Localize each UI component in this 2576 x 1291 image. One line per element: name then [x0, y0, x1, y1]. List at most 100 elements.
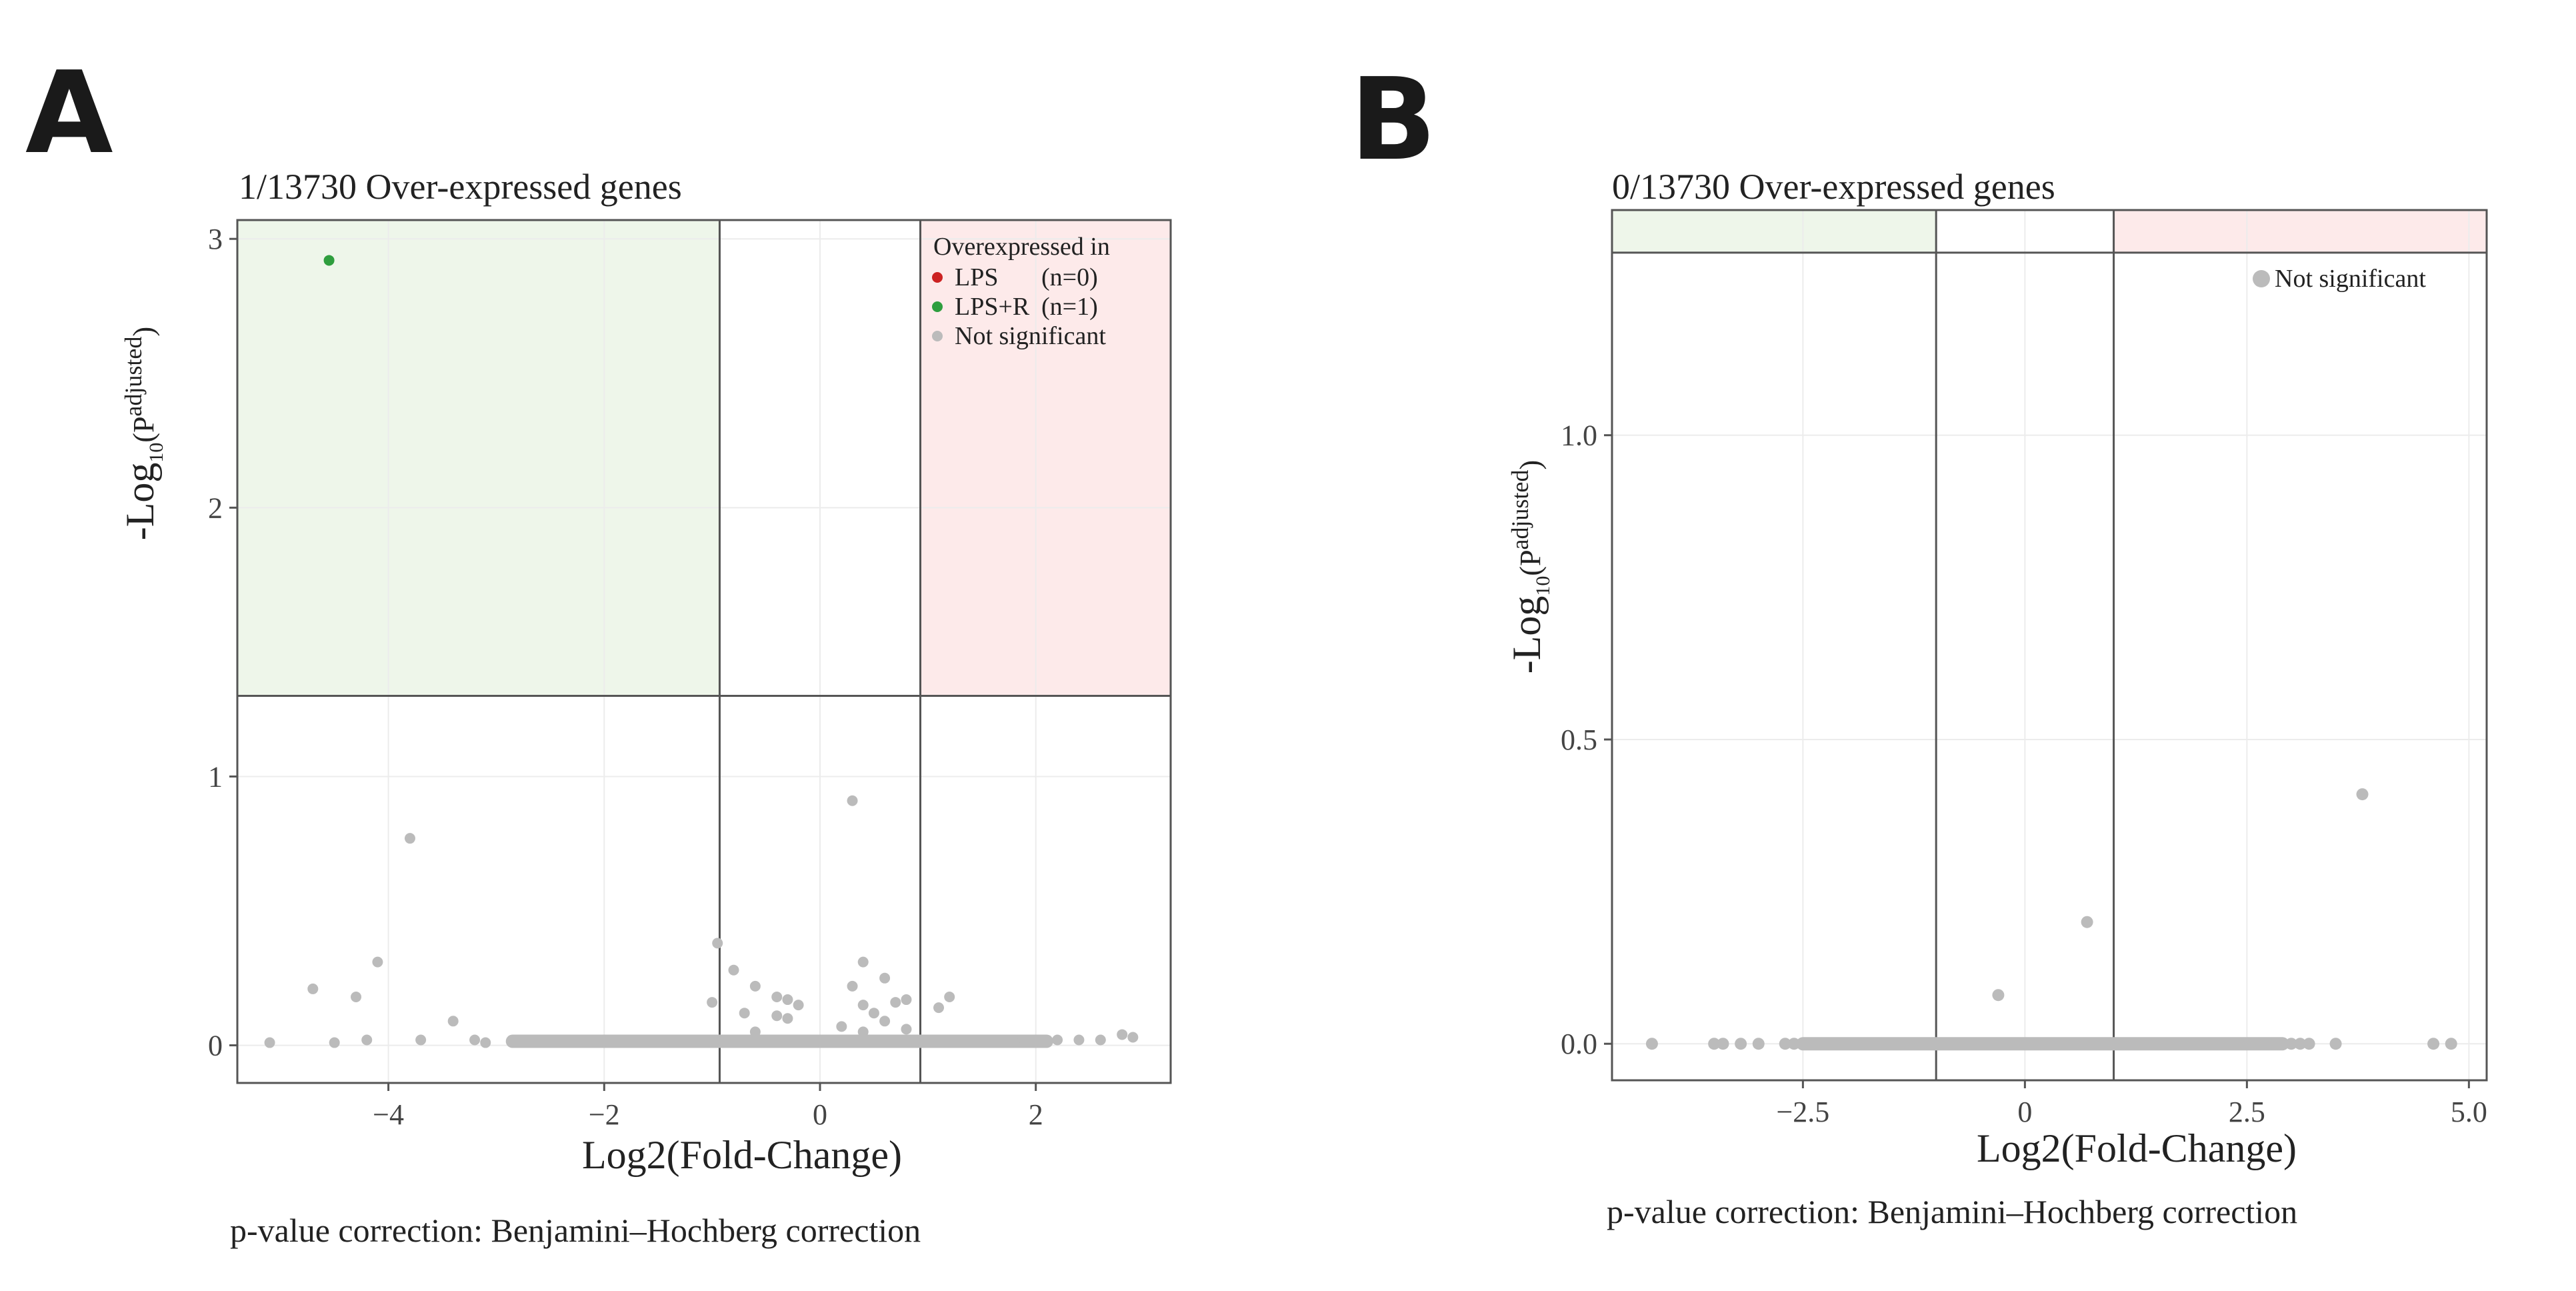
panel-a-legend-label-0: LPS: [955, 263, 998, 291]
panel-a-point-1-27: [901, 1024, 912, 1035]
panel-b-title: 0/13730 Over-expressed genes: [1612, 167, 2055, 207]
panel-a-footer: p-value correction: Benjamini–Hochberg c…: [230, 1212, 921, 1249]
panel-b-ylabel-sup: adjusted: [1507, 469, 1533, 549]
panel-a-point-1-43: [1009, 1037, 1020, 1048]
panel-a-point-1-11: [351, 992, 362, 1003]
panel-a-point-1-7: [307, 983, 319, 994]
panel-a-legend-count-0: (n=0): [1041, 263, 1098, 291]
panel-a-point-1-30: [1117, 1029, 1128, 1040]
panel-b-letter: B: [1350, 54, 1437, 186]
panel-a-legend-label-1: LPS+R: [955, 293, 1030, 321]
panel-a-point-1-23: [782, 1013, 793, 1024]
panel-b-point-0-15: [2445, 1038, 2457, 1050]
panel-a-point-1-20: [739, 1008, 750, 1019]
panel-b-xtick-label-1: 0: [2017, 1096, 2032, 1128]
panel-a-point-1-26: [836, 1021, 847, 1032]
panel-a-region-up: [920, 220, 1171, 696]
panel-a-point-1-41: [1052, 1034, 1063, 1046]
panel-a-point-1-21: [868, 1008, 879, 1019]
panel-a-ylabel-paren-close: ): [127, 327, 160, 337]
panel-a-point-1-28: [749, 1026, 761, 1038]
panel-b-ylabel-sub: 10: [1532, 576, 1554, 596]
panel-a-point-1-1: [404, 833, 415, 844]
panel-a-point-1-12: [944, 992, 955, 1003]
panel-b-legend-label-0: Not significant: [2275, 265, 2426, 293]
panel-a-legend-label-2: Not significant: [955, 322, 1106, 350]
panel-b-ytick-label-0: 0.0: [1561, 1028, 1597, 1060]
panel-a-point-1-29: [857, 1026, 869, 1038]
panel-b-point-0-6: [1735, 1038, 1747, 1050]
panel-b-point-0-2: [1992, 989, 2005, 1002]
panel-a-xtick-label-2: 0: [813, 1098, 827, 1131]
panel-b-region-up: [2113, 210, 2487, 253]
panel-a-ylabel-sup: adjusted: [120, 336, 147, 416]
panel-a-point-1-9: [847, 980, 858, 992]
panel-b-point-0-7: [1752, 1038, 1765, 1050]
panel-a-point-1-16: [793, 1000, 804, 1011]
panel-a-letter: A: [25, 47, 113, 179]
panel-a-xtick-label-0: −4: [373, 1098, 404, 1131]
panel-a-ylabel-main: -Log: [118, 463, 162, 541]
panel-b-ylabel-main: -Log: [1505, 596, 1549, 674]
panel-b-ylabel-paren-open: (P: [1514, 549, 1547, 575]
panel-a-ylabel-paren-open: (P: [127, 416, 160, 442]
panel-b-legend: Not significant: [2253, 265, 2426, 293]
panel-a-legend-marker-0: [932, 272, 943, 283]
panel-a-title: 1/13730 Over-expressed genes: [239, 167, 682, 207]
panel-a-ytick-label-1: 1: [208, 760, 223, 793]
panel-a-point-1-2: [712, 938, 723, 949]
panel-b-plot: −2.5 0 2.5 5.0 0.0 0.5 1.0 Not significant: [1561, 209, 2488, 1128]
panel-b-point-0-0: [2356, 788, 2369, 801]
panel-a-point-1-5: [728, 964, 739, 976]
panel-a-ylabel-sub: 10: [145, 443, 167, 463]
panel-a-ytick-label-0: 0: [208, 1030, 223, 1062]
panel-b-point-0-4: [1708, 1038, 1721, 1050]
panel-a-point-1-33: [469, 1034, 481, 1046]
panel-a-point-1-40: [1073, 1034, 1085, 1046]
panel-a-legend-marker-2: [932, 331, 943, 341]
panel-b: B 0/13730 Over-expressed genes −2.5 0 2.5 5…: [1350, 54, 2488, 1230]
panel-b-x-axis-label: Log2(Fold-Change): [1977, 1126, 2297, 1170]
panel-a-point-1-3: [372, 956, 383, 968]
panel-b-point-0-14: [2427, 1038, 2440, 1050]
panel-b-footer: p-value correction: Benjamini–Hochberg c…: [1607, 1193, 2297, 1230]
panel-a-y-axis-label: -Log10(Padjusted): [118, 327, 167, 540]
panel-a-point-1-13: [782, 994, 793, 1006]
panel-b-point-0-13: [2329, 1038, 2342, 1050]
panel-a-point-1-19: [933, 1002, 945, 1014]
panel-b-point-0-9: [1788, 1038, 1801, 1050]
panel-a-point-1-37: [480, 1037, 491, 1048]
panel-a-point-1-18: [890, 997, 901, 1008]
panel-b-ytick-label-2: 1.0: [1561, 419, 1597, 452]
panel-a-point-1-36: [329, 1037, 340, 1048]
panel-a-legend-count-1: (n=1): [1041, 293, 1098, 321]
panel-b-ylabel-paren-close: ): [1514, 460, 1547, 470]
panel-a-point-1-15: [707, 997, 718, 1008]
panel-a-point-1-17: [857, 1000, 869, 1011]
panel-a-xtick-label-1: −2: [589, 1098, 620, 1131]
svg-text:-Log10(Padjusted): -Log10(Padjusted): [1505, 460, 1554, 674]
panel-a-xtick-label-3: 2: [1029, 1098, 1043, 1131]
panel-a-point-1-39: [1095, 1034, 1106, 1046]
panel-a: A 1/13730 Over-expressed genes −4 −2 0 2 0 1 2…: [25, 47, 1172, 1249]
panel-a-point-1-8: [749, 980, 761, 992]
panel-a-plot-frame: [236, 219, 1172, 1084]
panel-b-point-0-11: [2294, 1038, 2307, 1050]
panel-b-xtick-label-3: 5.0: [2451, 1096, 2487, 1128]
panel-a-point-1-14: [901, 994, 912, 1006]
panel-a-point-1-32: [415, 1034, 427, 1046]
panel-b-legend-marker-0: [2253, 270, 2270, 287]
panel-a-point-1-34: [512, 1034, 523, 1046]
panel-b-point-0-3: [1645, 1038, 1658, 1050]
panel-a-point-0-0: [323, 255, 335, 266]
panel-a-point-1-6: [879, 972, 891, 984]
panel-b-xtick-label-0: −2.5: [1776, 1096, 1829, 1128]
panel-a-point-1-31: [361, 1034, 373, 1046]
panel-a-legend-marker-1: [932, 301, 943, 312]
panel-b-point-0-8: [1779, 1038, 1791, 1050]
panel-b-point-0-1: [2081, 916, 2093, 928]
panel-a-x-axis-label: Log2(Fold-Change): [582, 1133, 902, 1177]
